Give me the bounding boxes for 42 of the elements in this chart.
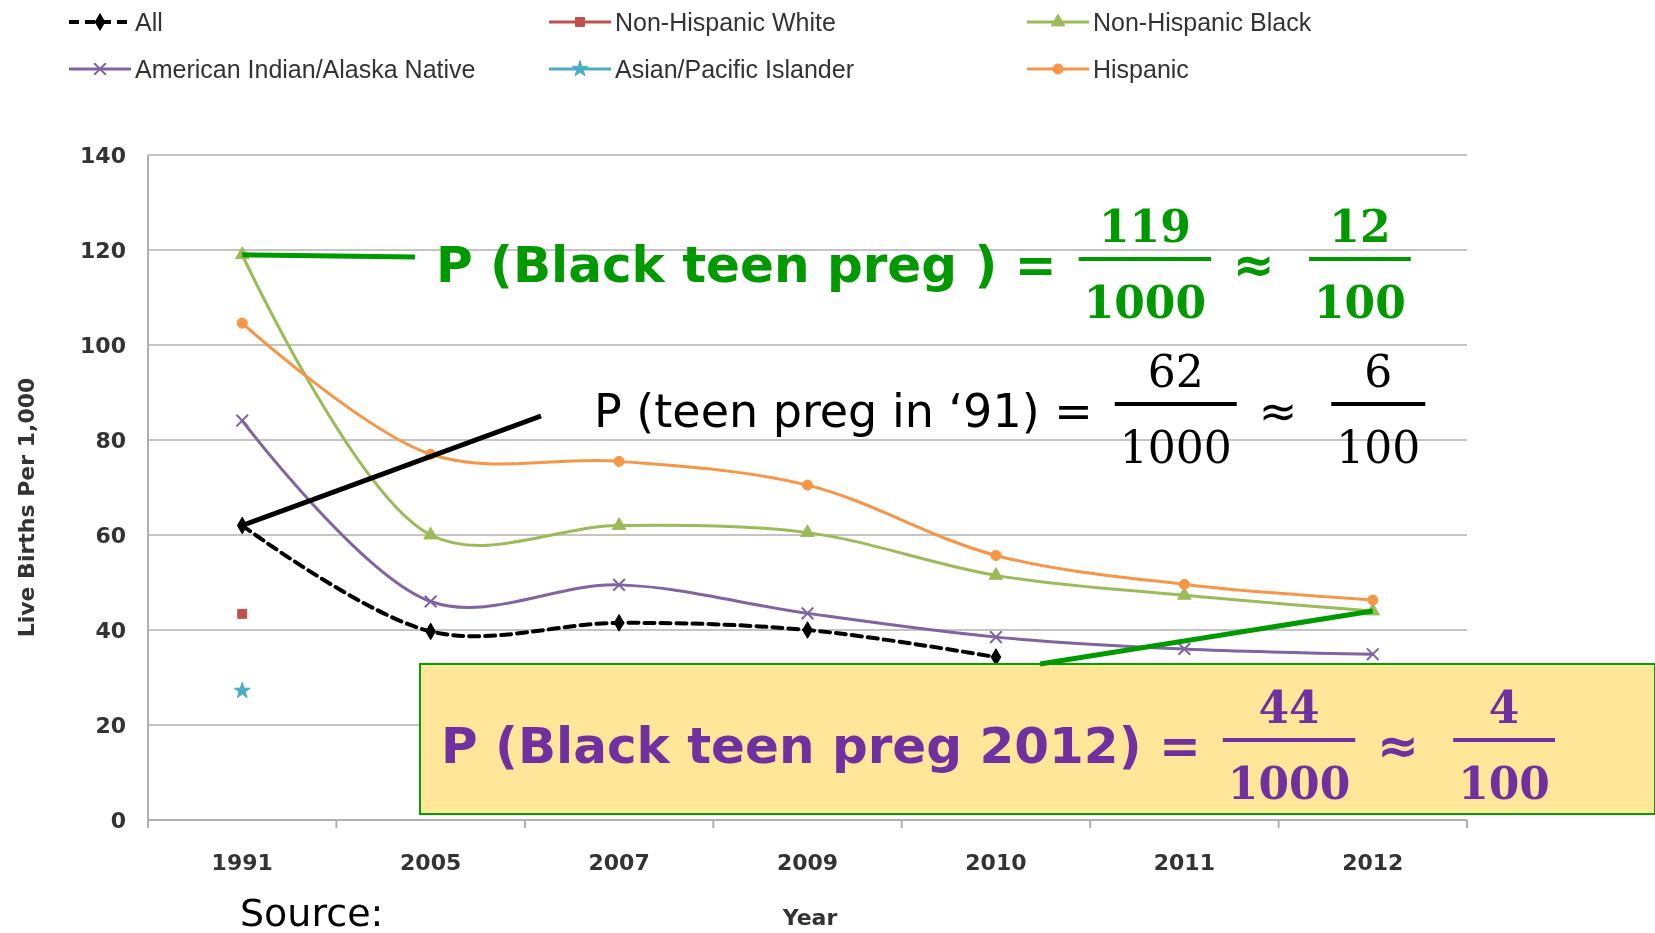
annotation: 100	[1313, 277, 1406, 328]
y-tick-label: 40	[95, 617, 126, 643]
annotation: 44	[1258, 682, 1320, 733]
annotation: 1000	[1119, 422, 1232, 473]
annotation: 100	[1458, 758, 1550, 809]
annotation: 1000	[1227, 758, 1351, 809]
legend-label: All	[135, 7, 163, 36]
y-tick-label: 60	[95, 522, 126, 548]
x-tick-label: 2012	[1342, 850, 1404, 875]
x-tick-label: 2005	[400, 850, 462, 875]
y-tick-label: 80	[95, 427, 126, 453]
x-tick-label: 2010	[965, 850, 1027, 875]
y-axis-title: Live Births Per 1,000	[14, 377, 39, 638]
legend-label: Non-Hispanic White	[615, 7, 836, 36]
annotation: 1000	[1083, 277, 1207, 328]
annotation: ≈	[1258, 384, 1298, 438]
annotation: 62	[1147, 346, 1204, 397]
legend-label: Asian/Pacific Islander	[615, 54, 855, 83]
legend-label: American Indian/Alaska Native	[135, 54, 476, 83]
x-tick-label: 2011	[1153, 850, 1215, 875]
x-axis-title: Year	[781, 905, 838, 930]
legend-label: Hispanic	[1093, 54, 1189, 83]
text: 4	[1488, 682, 1520, 733]
annotation: P (Black teen preg 2012) =	[441, 717, 1201, 775]
y-tick-label: 120	[80, 237, 126, 263]
x-tick-label: 2009	[776, 850, 839, 875]
source-note: Source:	[240, 891, 384, 933]
y-tick-label: 140	[80, 142, 126, 168]
annotation: ≈	[1377, 717, 1420, 775]
annotation: P (teen preg in ‘91) =	[594, 384, 1093, 438]
y-tick-label: 0	[110, 807, 126, 833]
y-tick-label: 100	[80, 332, 126, 358]
annotation: 119	[1098, 201, 1191, 252]
y-tick-label: 20	[95, 712, 126, 738]
annotation: 12	[1329, 201, 1391, 252]
legend-label: Non-Hispanic Black	[1093, 7, 1312, 36]
x-tick-label: 2007	[588, 850, 650, 875]
annotation: 100	[1336, 422, 1421, 473]
annotation: ≈	[1233, 236, 1275, 294]
x-tick-label: 1991	[211, 850, 273, 875]
annotation: P (Black teen preg ) =	[436, 236, 1057, 294]
annotation: 6	[1364, 346, 1393, 397]
